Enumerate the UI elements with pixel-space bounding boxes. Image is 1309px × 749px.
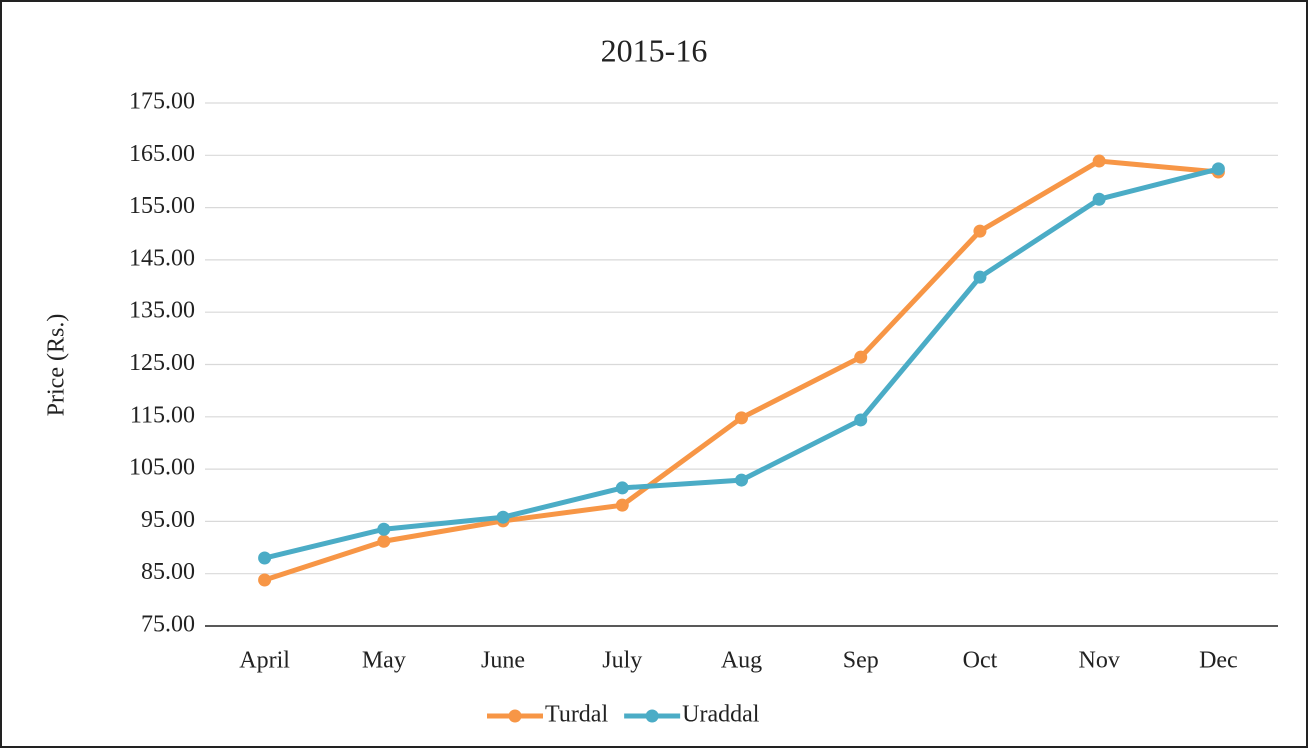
y-tick-label: 175.00 — [129, 89, 195, 115]
x-tick-label: June — [481, 648, 525, 674]
data-point — [615, 481, 629, 495]
y-tick-label: 155.00 — [129, 193, 195, 219]
y-tick-label: 145.00 — [129, 245, 195, 271]
y-tick-label: 115.00 — [130, 402, 195, 428]
data-point — [735, 411, 748, 425]
legend-label: Turdal — [545, 702, 608, 728]
x-tick-label: Sep — [843, 648, 879, 674]
y-tick-label: 135.00 — [129, 298, 195, 324]
data-point — [854, 350, 868, 364]
x-tick-label: Nov — [1078, 648, 1119, 674]
x-tick-label: Aug — [721, 648, 762, 674]
data-point — [1092, 154, 1106, 168]
data-point — [1211, 162, 1225, 176]
x-tick-label: Oct — [963, 648, 998, 674]
data-point — [258, 573, 272, 587]
y-tick-label: 165.00 — [129, 141, 195, 167]
y-tick-label: 125.00 — [129, 350, 195, 376]
y-tick-label: 95.00 — [141, 507, 195, 533]
y-tick-label: 85.00 — [141, 559, 195, 585]
data-point — [377, 534, 391, 548]
data-point — [735, 473, 748, 487]
data-point — [615, 498, 629, 512]
legend-label: Uraddal — [682, 702, 760, 728]
chart-title: 2015-16 — [601, 32, 708, 68]
data-point — [973, 270, 987, 284]
x-tick-label: April — [239, 648, 290, 674]
x-tick-label: Dec — [1199, 648, 1238, 674]
data-point — [854, 413, 868, 427]
x-tick-label: July — [602, 648, 642, 674]
legend-marker — [645, 709, 659, 723]
data-point — [1092, 192, 1106, 206]
legend-marker — [508, 709, 522, 723]
y-tick-label: 105.00 — [129, 455, 195, 481]
y-tick-label: 75.00 — [141, 612, 195, 638]
x-tick-label: May — [362, 648, 406, 674]
y-axis-label: Price (Rs.) — [44, 314, 70, 417]
data-point — [496, 510, 510, 524]
data-point — [973, 224, 987, 238]
data-point — [377, 522, 391, 536]
data-point — [258, 551, 272, 565]
